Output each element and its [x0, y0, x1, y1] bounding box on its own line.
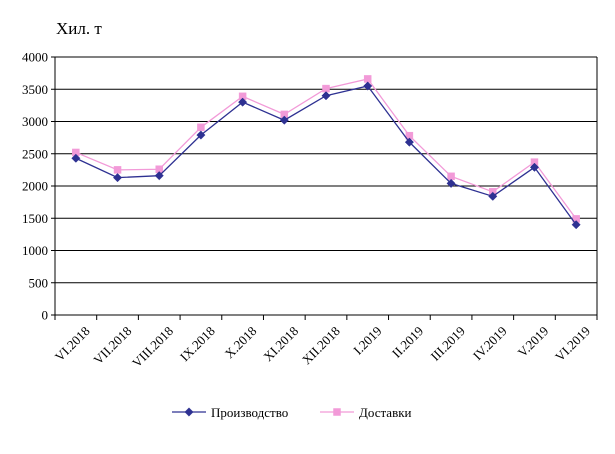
axes	[51, 56, 598, 320]
y-tick-label: 2500	[22, 146, 48, 161]
data-point-marker	[363, 75, 372, 83]
legend-item: Производство	[172, 405, 288, 420]
y-tick-labels: 0 500 1000 1500 2000 2500 3000 3500 4000	[22, 50, 48, 323]
legend-square-marker	[333, 408, 341, 416]
x-tick-label: XII.2018	[299, 323, 343, 367]
data-point-marker	[279, 115, 289, 125]
data-point-marker	[196, 130, 206, 140]
legend-label: Доставки	[359, 405, 412, 420]
data-point-marker	[154, 171, 164, 181]
data-point-marker	[322, 84, 330, 93]
y-tick-label: 500	[29, 275, 49, 290]
x-tick-label: IX.2018	[177, 323, 218, 364]
data-point-marker	[488, 191, 498, 201]
legend-label: Производство	[211, 405, 288, 420]
data-point-marker	[447, 172, 455, 181]
y-axis-unit-label: Хил. т	[56, 19, 102, 38]
y-tick-label: 1000	[22, 243, 48, 258]
data-point-marker	[238, 97, 248, 107]
y-tick-label: 3500	[22, 82, 48, 97]
x-tick-label: VIII.2018	[129, 323, 176, 370]
data-point-marker	[112, 173, 123, 183]
data-point-marker	[197, 123, 205, 132]
legend-item: Доставки	[320, 405, 412, 420]
x-tick-label: I.2019	[350, 323, 384, 357]
x-tick-label: IV.2019	[470, 323, 510, 363]
data-point-marker	[71, 153, 81, 163]
data-point-marker	[571, 220, 581, 230]
y-tick-label: 0	[42, 308, 49, 323]
grid-lines	[55, 56, 597, 316]
x-tick-label: V.2019	[515, 323, 552, 360]
data-point-marker	[404, 137, 414, 147]
data-point-marker	[113, 166, 122, 174]
x-tick-label: VII.2018	[90, 323, 134, 367]
x-tick-label: III.2019	[428, 323, 468, 363]
x-tick-label: X.2018	[222, 323, 260, 361]
y-tick-label: 1500	[22, 211, 48, 226]
legend-diamond-marker	[184, 407, 194, 417]
data-point-marker	[363, 81, 373, 91]
data-point-marker	[529, 162, 540, 172]
y-tick-label: 3000	[22, 114, 48, 129]
x-tick-label: II.2019	[389, 323, 426, 360]
series-production	[71, 81, 581, 230]
y-tick-label: 2000	[22, 179, 48, 194]
series-line	[75, 85, 577, 226]
x-tick-label: VI.2019	[552, 323, 593, 364]
data-series	[71, 75, 581, 230]
x-tick-label: VI.2018	[52, 323, 93, 364]
y-tick-label: 4000	[22, 50, 48, 65]
legend: Производство Доставки	[172, 405, 412, 420]
data-point-marker	[321, 91, 331, 101]
x-tick-label: XI.2018	[260, 323, 301, 364]
data-point-marker	[446, 178, 456, 188]
